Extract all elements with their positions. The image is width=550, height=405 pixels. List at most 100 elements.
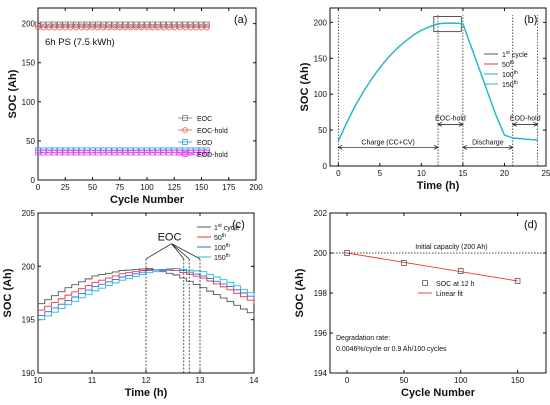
chart-a-point (149, 24, 156, 31)
chart-d-reference-label: Initial capacity (200 Ah) (415, 244, 487, 251)
chart-d-xtick-label: 100 (454, 376, 468, 385)
chart-b-phase-arrowhead (458, 122, 464, 127)
chart-a-legend-label: EOC-hold (197, 128, 228, 135)
chart-b-legend-label: 1st cycle (502, 50, 528, 59)
chart-b-panel-label: (b) (524, 14, 537, 26)
chart-a-point (122, 21, 129, 28)
chart-c-series-line (38, 268, 255, 321)
chart-c-xtick-label: 14 (250, 376, 259, 385)
chart-d-ytick-label: 202 (314, 209, 328, 218)
chart-c-y-axis-label: SOC (Ah) (2, 268, 14, 317)
chart-a-point (46, 149, 52, 156)
chart-c-eoc-label: EOC (158, 232, 182, 244)
chart-a-ytick-label: 150 (22, 59, 36, 68)
chart-a-point (111, 21, 118, 28)
chart-a-legend-label: EOD (197, 140, 212, 147)
chart-a-point (51, 149, 58, 156)
chart-a-point (78, 149, 85, 156)
chart-b-phase-label: EOD-hold (510, 115, 541, 122)
chart-b-xtick-label: 5 (378, 169, 383, 178)
chart-a-series-line (37, 23, 210, 26)
chart-c-ytick-label: 205 (22, 209, 36, 218)
chart-d-y-axis-label: SOC (Ah) (294, 268, 306, 317)
chart-b-phase-arrowhead (508, 145, 514, 150)
chart-a-point (35, 24, 41, 31)
chart-a-point (100, 149, 107, 156)
chart-a-point (78, 21, 85, 28)
chart-a-xtick-label: 50 (88, 183, 97, 192)
chart-d-legend-label: SOC at 12 h (436, 281, 475, 288)
chart-c-legend-label: 50th (214, 233, 226, 242)
chart-b-phase-label: Charge (CC+CV) (361, 139, 415, 146)
chart-a-point (56, 24, 63, 31)
chart-c-legend-label: 1st cycle (214, 223, 240, 232)
chart-c-xtick-label: 13 (196, 376, 205, 385)
chart-d-point (457, 268, 464, 274)
chart-a-point (160, 149, 167, 156)
chart-d-ytick-label: 198 (314, 289, 328, 298)
chart-a-point (122, 149, 129, 156)
chart-b-phase-arrowhead (462, 145, 468, 150)
chart-b-legend-label: 100th (502, 70, 518, 79)
chart-c-ytick-label: 195 (22, 316, 36, 325)
chart-a-point (133, 21, 139, 28)
chart-c-ytick-label: 190 (22, 369, 36, 378)
chart-a-xtick-label: 200 (249, 183, 263, 192)
chart-a-point (100, 24, 107, 31)
chart-a-point (111, 149, 118, 156)
chart-a-point (155, 21, 161, 28)
chart-b-xtick-label: 15 (458, 169, 467, 178)
chart-a-point (198, 149, 205, 156)
chart-a-point (160, 21, 167, 28)
chart-a-legend-marker (182, 151, 188, 157)
chart-d-xtick-label: 50 (399, 376, 408, 385)
chart-a-point (155, 149, 161, 156)
chart-c-legend-label: 150th (214, 253, 230, 262)
chart-c-eoc-arrow (171, 243, 185, 260)
chart-a-legend-marker (182, 115, 188, 121)
chart-d-xtick-label: 0 (345, 376, 350, 385)
chart-a-point (84, 149, 90, 156)
chart-a-point (138, 24, 145, 31)
chart-a-point (155, 24, 161, 31)
chart-b-ytick-label: 100 (314, 90, 328, 99)
chart-a-ytick-label: 200 (22, 20, 36, 29)
chart-a-xtick-label: 25 (61, 183, 70, 192)
chart-b-ytick-label: 50 (318, 126, 327, 135)
chart-c-x-axis-label: Time (h) (125, 387, 168, 399)
chart-b-x-axis-label: Time (h) (417, 180, 460, 192)
chart-a-point (204, 149, 210, 156)
chart-a-x-axis-label: Cycle Number (110, 194, 185, 206)
chart-a-xtick-label: 100 (140, 183, 154, 192)
chart-c-series-line (38, 268, 255, 317)
chart-a-point (165, 21, 172, 28)
chart-d-ytick-label: 196 (314, 329, 328, 338)
chart-a-annotation: 6h PS (7.5 kWh) (45, 37, 115, 48)
chart-b-legend-label: 50th (502, 60, 514, 69)
chart-a-point (35, 21, 41, 28)
chart-a-xtick-label: 0 (36, 183, 41, 192)
chart-a-point (89, 149, 96, 156)
chart-a-series-line (37, 26, 210, 29)
chart-a-point (89, 21, 96, 28)
chart-a-point (62, 24, 69, 31)
chart-c-ytick-label: 200 (22, 262, 36, 271)
chart-b-xtick-label: 10 (417, 169, 426, 178)
chart-a-point (182, 24, 188, 31)
chart-b-phase-arrowhead (437, 122, 443, 127)
chart-b-phase-arrowhead (511, 122, 517, 127)
chart-a-point (40, 149, 47, 156)
chart-a-y-axis-label: SOC (Ah) (7, 69, 19, 118)
chart-a-point (165, 149, 172, 156)
chart-a-point (187, 24, 194, 31)
chart-a-point (176, 149, 183, 156)
chart-a-point (73, 149, 79, 156)
chart-a-point (198, 24, 205, 31)
chart-d-note: Degradation rate: (336, 335, 390, 342)
chart-a-point (84, 21, 90, 28)
chart-a-point (171, 24, 178, 31)
chart-c-xtick-label: 12 (142, 376, 151, 385)
chart-a-point (138, 21, 145, 28)
chart-a-point (176, 21, 183, 28)
chart-a-xtick-label: 125 (168, 183, 182, 192)
